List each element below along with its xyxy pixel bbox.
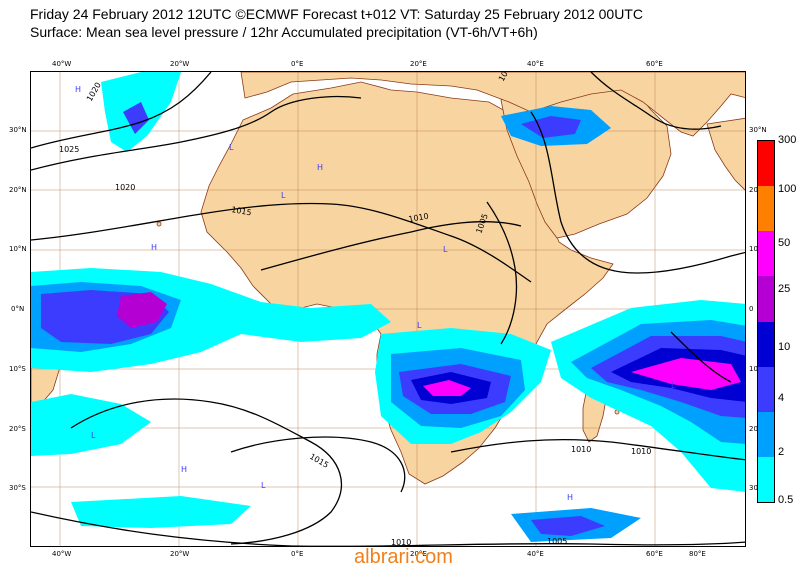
lon-label-top: 20°E: [410, 60, 427, 68]
legend-label: 25: [778, 283, 791, 295]
svg-text:L: L: [443, 245, 448, 254]
legend-swatch: [758, 141, 774, 187]
lat-label-right: 30°N: [749, 126, 767, 134]
svg-text:L: L: [417, 321, 422, 330]
legend-swatch: [758, 276, 774, 322]
lat-label-left: 10°N: [9, 245, 27, 253]
precip-0.5: [31, 394, 151, 456]
legend-swatch: [758, 231, 774, 277]
isobar: [70, 398, 342, 545]
precip-10: [117, 292, 167, 328]
svg-text:H: H: [317, 163, 323, 172]
svg-text:L: L: [671, 381, 676, 390]
isobar-label: 1010: [631, 447, 651, 456]
isobar-label: 1015: [497, 72, 515, 83]
svg-text:H: H: [75, 85, 81, 94]
legend-label: 4: [778, 392, 785, 404]
legend-label: 50: [778, 237, 791, 249]
lat-label-right: 0: [749, 305, 754, 313]
svg-text:L: L: [281, 191, 286, 200]
landmass-eurasia: [240, 72, 745, 137]
pressure-centre-markers: H H H L L L L H L L L H: [75, 85, 676, 502]
isobar: [31, 95, 362, 171]
lat-label-right: 10: [749, 365, 758, 373]
isobar-layer: [31, 72, 745, 546]
precipitation-layer: [31, 72, 745, 542]
lon-label-top: 40°W: [52, 60, 72, 68]
isobar-label: 1020: [115, 183, 135, 192]
lon-label-bottom: 0°E: [291, 550, 304, 558]
isobar-label: 1010: [408, 212, 430, 224]
island: [156, 221, 162, 227]
lat-label-left: 10°S: [9, 365, 26, 373]
lon-label-bottom: 40°E: [527, 550, 544, 558]
isobar-label: 1010: [571, 445, 591, 454]
isobar: [260, 221, 522, 271]
isobar-label: 1025: [59, 145, 79, 154]
legend-label: 300: [778, 134, 797, 146]
lon-label-bottom: 80°E: [689, 550, 706, 558]
lat-label-left: 30°S: [9, 484, 26, 492]
svg-text:H: H: [181, 465, 187, 474]
precip-4: [531, 516, 605, 536]
lat-label-left: 20°N: [9, 186, 27, 194]
svg-text:L: L: [229, 143, 234, 152]
lat-label-right: 30: [749, 484, 758, 492]
isobar: [450, 438, 745, 461]
isobar: [590, 72, 722, 130]
lat-label-right: 10: [749, 245, 758, 253]
isobar-label: 1005: [547, 537, 567, 546]
lon-label-bottom: 40°W: [52, 550, 72, 558]
map-title: Friday 24 February 2012 12UTC ©ECMWF For…: [30, 6, 643, 22]
legend-label: 2: [778, 446, 785, 458]
legend-swatch: [758, 321, 774, 367]
watermark: albrari.com: [354, 546, 453, 568]
map-canvas: 1020 1025 1015 1010 1005 1015 1020 1015 …: [31, 72, 745, 547]
isobar: [530, 111, 745, 274]
legend-swatch: [758, 366, 774, 412]
lat-label-left: 20°S: [9, 425, 26, 433]
precip-legend: [757, 140, 775, 503]
lon-label-top: 60°E: [646, 60, 663, 68]
lat-label-right: 20: [749, 186, 758, 194]
map-subtitle: Surface: Mean sea level pressure / 12hr …: [30, 24, 538, 40]
isobar: [670, 331, 732, 383]
lon-label-top: 40°E: [527, 60, 544, 68]
legend-label: 0.5: [778, 494, 794, 506]
map-panel[interactable]: 1020 1025 1015 1010 1005 1015 1020 1015 …: [30, 71, 746, 547]
lat-label-left: 30°N: [9, 126, 27, 134]
lat-label-right: 20: [749, 425, 758, 433]
lon-label-top: 20°W: [170, 60, 190, 68]
svg-text:H: H: [567, 493, 573, 502]
isobar: [31, 72, 212, 149]
isobar-labels: 1020 1025 1015 1010 1005 1015 1020 1015 …: [59, 72, 651, 547]
lon-label-bottom: 20°E: [410, 550, 427, 558]
isobar: [486, 201, 518, 345]
isobar: [31, 202, 532, 283]
isobar: [31, 511, 745, 546]
isobar-label: 1010: [391, 538, 411, 547]
legend-swatch: [758, 456, 774, 502]
legend-swatch: [758, 411, 774, 457]
legend-label: 10: [778, 341, 791, 353]
precip-0.5: [71, 496, 251, 528]
svg-text:H: H: [151, 243, 157, 252]
legend-swatch: [758, 186, 774, 232]
lon-label-bottom: 20°W: [170, 550, 190, 558]
landmass-india: [706, 117, 745, 191]
isobar-label: 1015: [231, 205, 253, 217]
precip-25: [423, 380, 471, 396]
legend-label: 100: [778, 183, 797, 195]
precip-4: [123, 102, 149, 134]
isobar: [230, 436, 406, 493]
precip-25: [631, 358, 741, 390]
lon-label-bottom: 60°E: [646, 550, 663, 558]
lon-label-top: 0°E: [291, 60, 304, 68]
lat-label-left: 0°N: [11, 305, 25, 313]
svg-text:L: L: [91, 431, 96, 440]
svg-text:L: L: [261, 481, 266, 490]
